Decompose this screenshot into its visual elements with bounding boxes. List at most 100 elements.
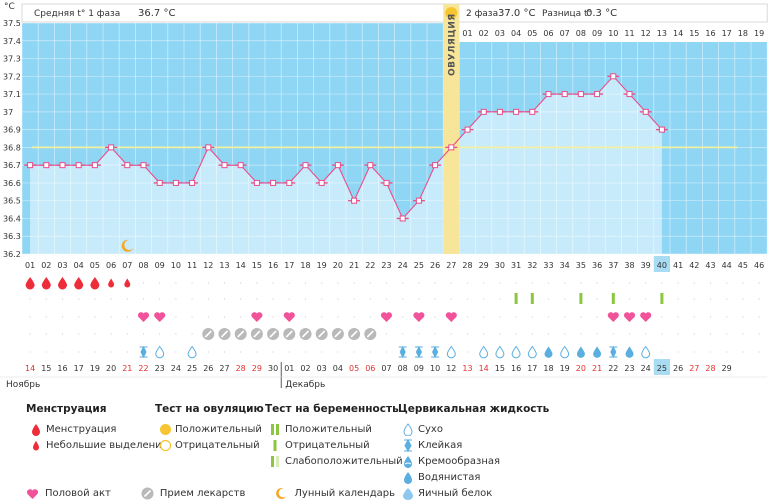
row-dot [402, 316, 404, 318]
row-dot [628, 282, 631, 284]
row-dot [742, 298, 744, 300]
row-dot [742, 351, 744, 353]
pregnancy-negative-icon [265, 439, 285, 452]
row-dot [596, 282, 598, 284]
dry-drop-icon [187, 345, 197, 359]
heart-icon [283, 312, 295, 322]
row-dot [353, 351, 355, 353]
phase2-day-number: 10 [608, 29, 618, 38]
row-dot [677, 282, 679, 284]
calendar-date-label: 24 [171, 364, 181, 373]
calendar-date-label: 16 [57, 364, 67, 373]
sticky-icon [139, 345, 148, 359]
row-dot [337, 282, 339, 284]
legend-pregnancy-weak: Слабоположительный [285, 455, 403, 467]
calendar-date-label: 01 [284, 364, 294, 373]
cycle-day-label: 21 [349, 261, 359, 270]
creamy-drop-icon [593, 346, 602, 358]
row-dot [126, 316, 128, 318]
phase2-value: 37.0 °C [498, 8, 535, 19]
row-dot [531, 316, 533, 318]
row-dot [531, 333, 533, 335]
cycle-day-label: 33 [543, 261, 553, 270]
pill-stripe [285, 330, 293, 338]
row-dot [564, 282, 566, 284]
temperature-line [30, 75, 663, 220]
legend-eggwhite: Яичный белок [418, 487, 493, 499]
row-dot [483, 316, 485, 318]
row-dot [191, 282, 193, 284]
cycle-day-label: 08 [138, 261, 148, 270]
cycle-day-label: 23 [381, 261, 391, 270]
row-dot [78, 333, 80, 335]
legend-moon: Лунный календарь [294, 488, 395, 499]
current-date-highlight [653, 359, 670, 375]
cycle-day-label: 10 [171, 261, 181, 270]
calendar-date-label: 28 [236, 364, 246, 373]
creamy-drop-icon [576, 346, 585, 358]
row-dot [612, 333, 614, 335]
heart-icon [380, 312, 393, 322]
temperature-point [253, 179, 260, 186]
y-tick-label: 36.2 [3, 250, 21, 259]
row-dot [385, 298, 388, 300]
calendar-date-label: 30 [268, 364, 278, 373]
spotting-drop-icon [26, 440, 46, 451]
pill-stripe [220, 330, 229, 338]
phase2-day-number: 17 [722, 29, 732, 38]
temperature-point [626, 91, 633, 98]
row-dot [142, 333, 145, 335]
dry-drop-icon [398, 422, 418, 436]
temperature-point [594, 91, 601, 98]
row-dot [726, 333, 728, 335]
row-dot [240, 282, 242, 284]
row-dot [628, 298, 631, 300]
phase2-day-number: 04 [511, 29, 521, 38]
row-dot [677, 316, 679, 318]
cycle-day-label: 05 [90, 261, 100, 270]
pregnancy-test-icon [611, 293, 615, 304]
phase2-day-number: 01 [462, 29, 472, 38]
calendar-date-label: 21 [122, 364, 132, 373]
temperature-point [399, 215, 406, 222]
cycle-day-label: 28 [462, 261, 472, 270]
row-dot [126, 351, 128, 353]
calendar-date-label: 14 [25, 364, 35, 373]
menstruation-drop-icon [26, 423, 46, 436]
row-dot [645, 333, 647, 335]
row-dot [758, 333, 760, 335]
temperature-point [108, 144, 115, 151]
calendar-date-label: 13 [462, 364, 472, 373]
temperature-point [577, 91, 584, 98]
phase2-day-number: 09 [592, 29, 602, 38]
temperature-point [658, 126, 665, 133]
legend-intercourse: Половой акт [45, 488, 111, 499]
row-dot [564, 298, 566, 300]
y-tick-label: 36.8 [3, 143, 21, 152]
sticky-icon [398, 438, 418, 452]
cycle-day-label: 26 [430, 261, 440, 270]
row-dot [693, 316, 695, 318]
row-dot [191, 298, 193, 300]
cycle-day-label: 32 [527, 261, 537, 270]
row-dot [628, 333, 631, 335]
temperature-point [318, 179, 325, 186]
row-dot [353, 316, 355, 318]
calendar-date-label: 03 [317, 364, 327, 373]
temperature-point [383, 179, 390, 186]
calendar-date-label: 18 [543, 364, 553, 373]
row-dot [661, 282, 663, 284]
row-dot [175, 282, 177, 284]
y-tick-label: 36.5 [3, 197, 21, 206]
row-dot [288, 298, 290, 300]
row-dot [483, 282, 485, 284]
row-dot [726, 351, 728, 353]
heart-icon [154, 312, 166, 322]
pill-stripe [237, 330, 245, 338]
calendar-date-label: 17 [527, 364, 537, 373]
cycle-day-label: 09 [155, 261, 165, 270]
row-dot [547, 333, 550, 335]
row-dot [499, 333, 501, 335]
row-dot [207, 282, 209, 284]
row-dot [531, 282, 533, 284]
